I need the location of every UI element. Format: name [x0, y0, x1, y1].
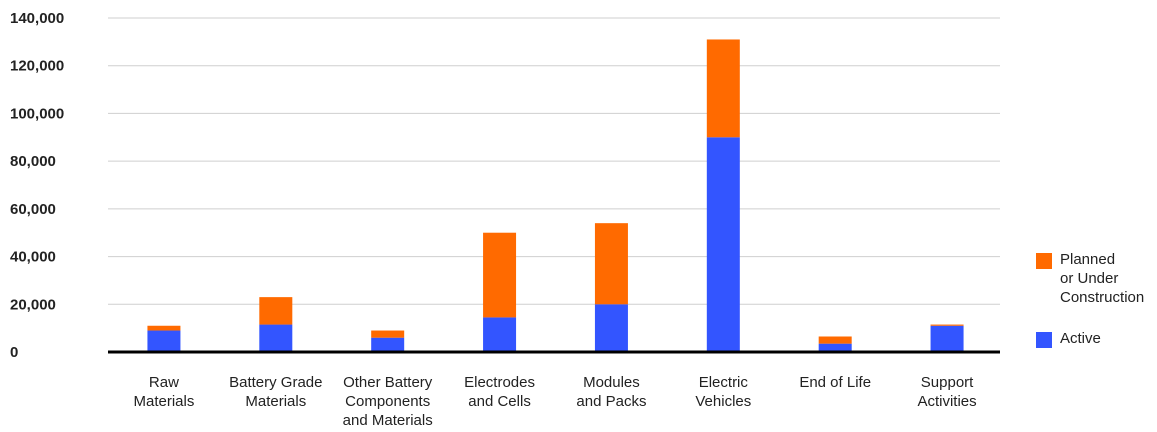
x-category-label-line: Support	[921, 374, 974, 391]
y-tick-label: 120,000	[10, 58, 64, 75]
x-category-label-line: and Packs	[576, 393, 646, 410]
legend-item-planned: Planned or Under Construction	[1036, 250, 1157, 307]
legend-swatch-planned	[1036, 253, 1052, 269]
bar-segment-active	[483, 317, 517, 352]
x-category-label: Raw Materials	[134, 374, 195, 410]
x-category-label-line: Electrodes	[464, 374, 535, 391]
bar-segment-planned	[371, 330, 405, 338]
bar-segment-planned	[483, 232, 517, 318]
bar-segment-planned	[259, 297, 293, 325]
x-category-label-line: Battery Grade	[229, 374, 322, 391]
x-category-label-line: Materials	[245, 393, 306, 410]
y-tick-label: 20,000	[10, 296, 56, 313]
y-tick-label: 40,000	[10, 249, 56, 266]
x-category-label: Electric Vehicles	[695, 374, 751, 410]
bar-segment-active	[706, 137, 740, 352]
bar-segment-planned	[706, 39, 740, 138]
x-category-label-line: Materials	[134, 393, 195, 410]
y-axis-tick-labels: 0 20,000 40,000 60,000 80,000 100,000 120,000 1…	[10, 10, 64, 361]
legend-label-planned-line-2: or Under	[1060, 270, 1119, 287]
x-category-label-line: End of Life	[799, 374, 871, 391]
x-category-label-line: and Cells	[468, 393, 531, 410]
legend-item-active: Active	[1036, 329, 1157, 348]
y-tick-label: 140,000	[10, 10, 64, 27]
y-tick-label: 60,000	[10, 201, 56, 218]
x-category-label: Other Battery Components and Materials	[343, 374, 433, 429]
x-category-label-line: and Materials	[343, 412, 433, 429]
legend-swatch-active	[1036, 332, 1052, 348]
y-tick-label: 0	[10, 344, 18, 361]
legend-label-planned-line-1: Planned	[1060, 251, 1116, 268]
x-category-label: End of Life	[799, 374, 871, 391]
x-category-label-line: Activities	[917, 393, 976, 410]
legend-label-planned-line-3: Construction	[1060, 289, 1145, 306]
x-category-label-line: Vehicles	[695, 393, 751, 410]
grid-lines	[108, 17, 1000, 305]
y-tick-label: 80,000	[10, 153, 56, 170]
x-category-label-line: Other Battery	[343, 374, 433, 391]
x-category-label-line: Modules	[583, 374, 640, 391]
x-category-label-line: Raw	[149, 374, 179, 391]
legend: Planned or Under Construction Active	[1036, 250, 1157, 348]
x-category-label-line: Electric	[699, 374, 749, 391]
bar-segment-active	[930, 325, 964, 352]
bar-segment-planned	[594, 223, 628, 305]
bar-segment-active	[259, 324, 293, 352]
x-axis-category-labels: Raw Materials Battery Grade Materials Other …	[134, 374, 977, 429]
bar-segment-active	[594, 304, 628, 352]
bar-segment-active	[818, 343, 852, 352]
bar-segment-planned	[147, 325, 181, 331]
bar-segment-planned	[818, 336, 852, 344]
bars	[147, 39, 964, 352]
legend-label-planned: Planned or Under Construction	[1060, 250, 1152, 307]
x-category-label: Support Activities	[917, 374, 976, 410]
bar-segment-active	[371, 337, 405, 352]
bar-segment-active	[147, 330, 181, 352]
stacked-bar-chart: 0 20,000 40,000 60,000 80,000 100,000 120,000 1…	[10, 10, 1000, 429]
x-category-label-line: Components	[345, 393, 430, 410]
x-category-label: Electrodes and Cells	[464, 374, 535, 410]
y-tick-label: 100,000	[10, 105, 64, 122]
bar-segment-planned	[930, 324, 964, 326]
x-category-label: Battery Grade Materials	[229, 374, 322, 410]
x-category-label: Modules and Packs	[576, 374, 646, 410]
legend-label-active: Active	[1060, 330, 1101, 347]
